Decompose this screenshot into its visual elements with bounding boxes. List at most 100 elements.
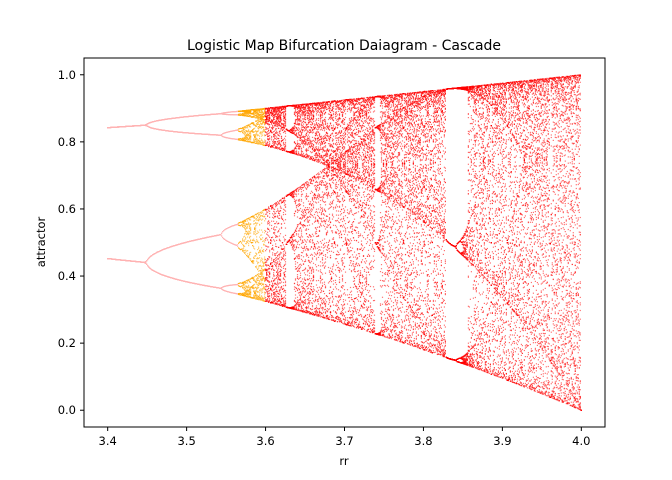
attractor-point [277,215,279,217]
attractor-point [255,290,257,292]
attractor-point [249,296,251,298]
attractor-point [172,245,174,247]
attractor-point [262,300,264,302]
attractor-point [163,119,165,121]
attractor-point [225,290,227,292]
attractor-point [256,283,258,285]
attractor-point [246,289,248,291]
attractor-point [198,238,200,240]
attractor-point [271,123,273,125]
attractor-point [248,115,250,117]
attractor-point [255,137,257,139]
attractor-point [254,220,256,222]
attractor-point [245,237,247,239]
attractor-point [260,299,262,301]
attractor-point [266,115,268,117]
attractor-point [248,240,250,242]
attractor-point [238,293,240,295]
attractor-point [243,129,245,131]
attractor-point [268,246,270,248]
attractor-point [245,219,247,222]
attractor-point [258,213,260,216]
attractor-point [261,219,263,221]
attractor-point [123,259,125,261]
attractor-point [234,111,236,113]
attractor-point [241,242,243,244]
attractor-point [248,233,250,235]
attractor-point [176,278,178,280]
attractor-point [226,228,228,230]
attractor-point [263,130,265,132]
attractor-point [253,217,255,219]
attractor-point [255,111,257,113]
attractor-point [245,110,247,112]
attractor-point [257,273,259,275]
attractor-point [141,261,143,263]
attractor-point [246,109,248,111]
attractor-point [246,255,248,257]
attractor-point [277,216,279,218]
attractor-point [157,128,159,130]
attractor-point [255,294,257,297]
attractor-point [151,127,153,129]
attractor-point [226,111,228,114]
attractor-point [257,116,259,118]
attractor-point [267,274,269,276]
attractor-point [223,286,225,288]
attractor-point [279,273,282,275]
attractor-point [264,291,266,293]
attractor-point [245,138,247,140]
attractor-point [256,130,258,132]
attractor-point [252,116,254,118]
attractor-point [244,133,246,135]
attractor-point [273,217,275,219]
attractor-point [275,243,277,245]
attractor-point [245,229,247,231]
attractor-point [250,239,252,241]
attractor-point [256,138,258,140]
attractor-point [258,114,260,116]
attractor-point [171,277,173,279]
attractor-point [180,131,182,133]
attractor-point [254,295,256,297]
attractor-point [256,287,258,289]
attractor-point [239,224,241,227]
attractor-point [230,226,232,228]
attractor-point [248,291,250,293]
attractor-point [224,132,226,134]
attractor-point [247,220,249,222]
attractor-point [278,140,281,142]
attractor-point [260,114,262,116]
attractor-point [265,116,267,118]
attractor-point [249,112,251,114]
attractor-point [243,127,245,129]
attractor-point [256,117,258,119]
attractor-point [257,109,259,112]
attractor-point [215,113,217,115]
attractor-point [250,240,252,242]
attractor-point [264,288,266,290]
attractor-point [271,137,273,139]
attractor-point [261,222,263,224]
attractor-point [192,115,194,117]
attractor-point [257,232,259,234]
attractor-point [225,228,227,230]
attractor-point [259,140,261,142]
attractor-point [213,235,215,237]
attractor-point [264,296,266,298]
attractor-point [248,113,250,115]
attractor-point [205,133,207,135]
attractor-point [272,283,274,285]
attractor-point [239,222,241,224]
attractor-point [245,135,247,137]
attractor-point [205,237,207,239]
attractor-point [249,278,251,280]
attractor-point [255,293,257,295]
attractor-point [237,284,239,286]
attractor-point [107,258,109,260]
attractor-point [242,132,244,134]
attractor-point [255,241,257,243]
attractor-point [242,244,244,246]
attractor-point [254,297,256,300]
attractor-point [258,273,260,275]
